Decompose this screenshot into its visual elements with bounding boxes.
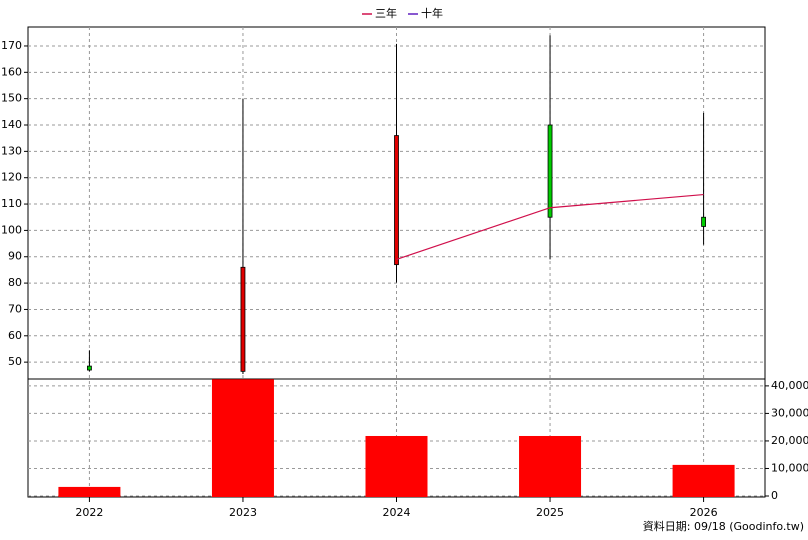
x-tick-label: 2024 [383, 506, 411, 519]
y-tick-label: 60 [8, 329, 22, 342]
candle-body [394, 135, 399, 266]
y-tick-label: 50 [8, 355, 22, 368]
y-tick-label: 100 [1, 223, 22, 236]
y-tick-label: 80 [8, 276, 22, 289]
y2-tick-label: 10,000 [771, 461, 808, 474]
volume-bar [672, 464, 735, 497]
y-tick-label: 90 [8, 250, 22, 263]
volume-bar [211, 379, 274, 497]
legend-label: 三年 [375, 6, 397, 20]
candle-body [701, 216, 706, 227]
candle-body [547, 124, 553, 218]
y-tick-label: 130 [1, 144, 22, 157]
y-tick-label: 110 [1, 197, 22, 210]
x-tick-label: 2023 [229, 506, 257, 519]
y-tick-label: 140 [1, 118, 22, 131]
footnote: 資料日期: 09/18 (Goodinfo.tw) [643, 519, 804, 533]
x-tick-label: 2022 [75, 506, 103, 519]
volume-bar [58, 486, 121, 497]
y2-tick-label: 0 [771, 489, 778, 502]
y-tick-label: 170 [1, 39, 22, 52]
y-tick-label: 120 [1, 171, 22, 184]
y-tick-label: 150 [1, 92, 22, 105]
y-tick-label: 70 [8, 302, 22, 315]
y2-tick-label: 30,000 [771, 406, 808, 419]
series-line [396, 193, 704, 260]
y2-tick-label: 20,000 [771, 434, 808, 447]
volume-bar [519, 435, 582, 497]
y2-tick-label: 40,000 [771, 379, 808, 392]
volume-bar [365, 435, 428, 497]
x-tick-label: 2025 [536, 506, 564, 519]
candle-body [87, 365, 92, 371]
legend-label: 十年 [421, 6, 443, 20]
x-tick-label: 2026 [690, 506, 718, 519]
y-tick-label: 160 [1, 65, 22, 78]
candle-body [240, 266, 246, 372]
